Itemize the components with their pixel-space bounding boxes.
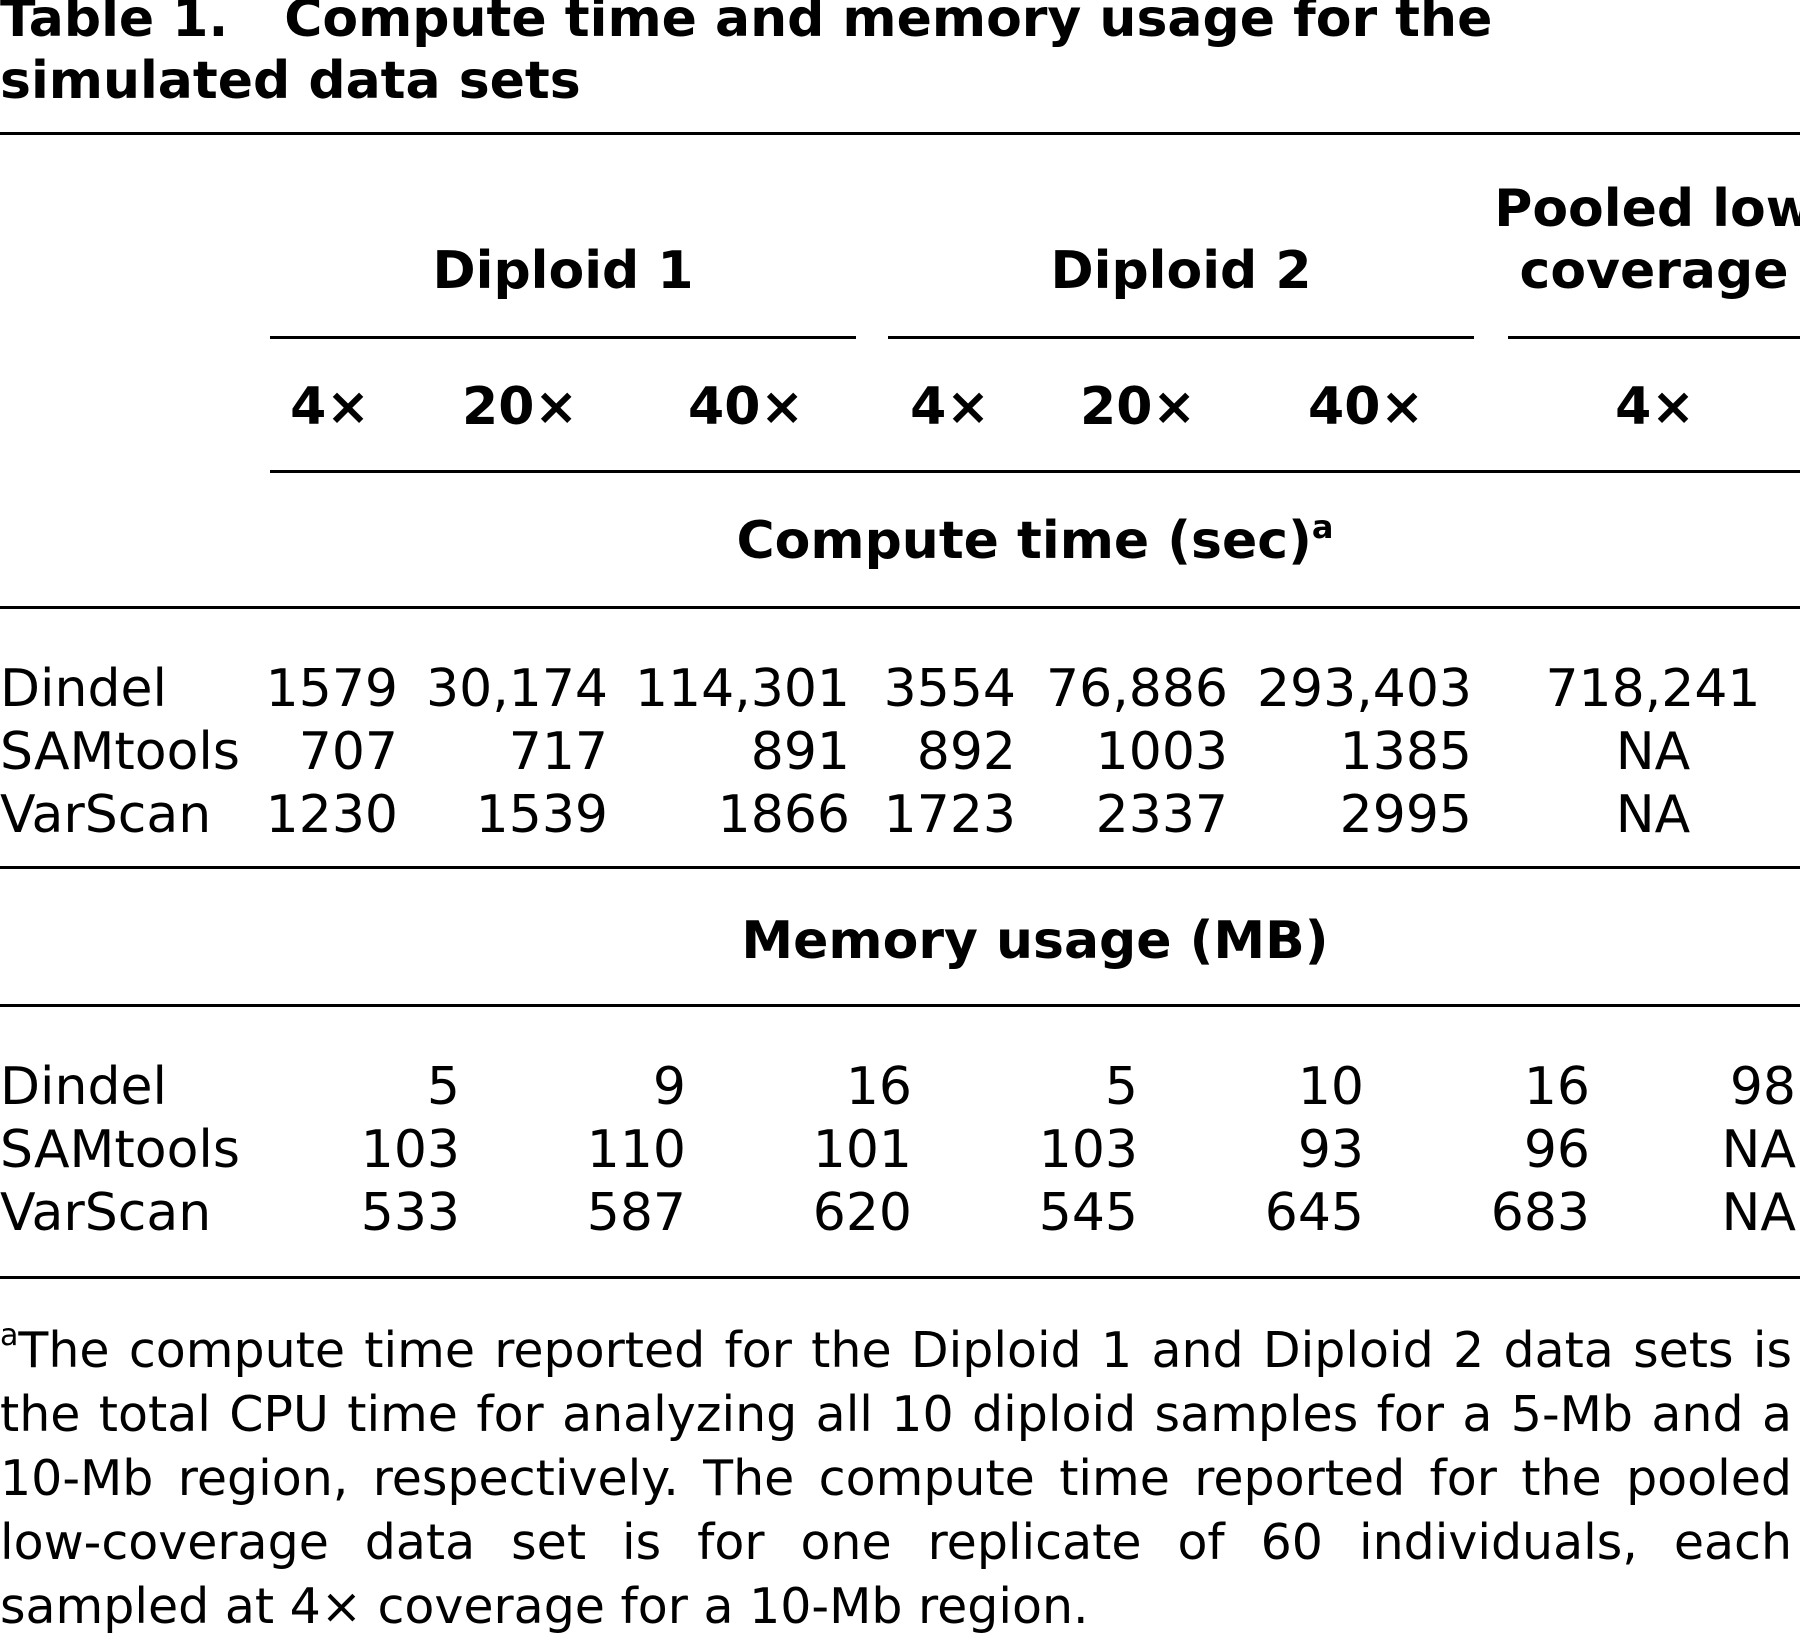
column-header: 40× xyxy=(688,377,804,437)
row-label: Dindel xyxy=(0,659,167,719)
column-header: 20× xyxy=(1080,377,1196,437)
row-label: SAMtools xyxy=(0,1120,240,1180)
table-cell: 891 xyxy=(750,722,850,782)
column-header: 20× xyxy=(462,377,578,437)
column-header: 4× xyxy=(1615,377,1695,437)
table-title: Table 1. Compute time and memory usage fo… xyxy=(0,0,1790,112)
table-cell: 1230 xyxy=(265,785,398,845)
table-cell: 16 xyxy=(845,1057,912,1117)
table-caption: Compute time and memory usage for the si… xyxy=(0,0,1493,111)
table-cell: 110 xyxy=(586,1120,686,1180)
table-cell: 892 xyxy=(916,722,1016,782)
section-separator-rule xyxy=(0,866,1800,869)
table-cell: NA xyxy=(1721,1120,1796,1180)
column-header: 4× xyxy=(910,377,990,437)
bottom-rule xyxy=(0,1276,1800,1279)
table-cell: 717 xyxy=(508,722,608,782)
group-rule-diploid-1 xyxy=(270,336,856,339)
group-header-pooled: Pooled low coverage xyxy=(1494,179,1800,301)
footnote-marker: a xyxy=(0,1318,19,1353)
table-cell: 2995 xyxy=(1339,785,1472,845)
table-cell: 96 xyxy=(1523,1120,1590,1180)
row-label: VarScan xyxy=(0,785,212,845)
table-cell: NA xyxy=(1721,1183,1796,1243)
column-header: 40× xyxy=(1308,377,1424,437)
row-label: VarScan xyxy=(0,1183,212,1243)
table-cell: 93 xyxy=(1297,1120,1364,1180)
table-cell: 5 xyxy=(426,1057,460,1117)
table-cell: 101 xyxy=(812,1120,912,1180)
table-cell: NA xyxy=(1615,722,1691,782)
section-rule-compute-time xyxy=(0,606,1800,609)
group-rule-pooled xyxy=(1508,336,1800,339)
table-cell: NA xyxy=(1615,785,1691,845)
table-cell: 707 xyxy=(298,722,398,782)
table-cell: 30,174 xyxy=(426,659,608,719)
table-cell: 76,886 xyxy=(1046,659,1228,719)
table-cell: 114,301 xyxy=(634,659,850,719)
table-cell: 1539 xyxy=(475,785,608,845)
top-rule xyxy=(0,132,1800,135)
table-cell: 10 xyxy=(1297,1057,1364,1117)
row-label: Dindel xyxy=(0,1057,167,1117)
group-rule-diploid-2 xyxy=(888,336,1474,339)
table-cell: 1579 xyxy=(265,659,398,719)
column-header-rule xyxy=(270,470,1800,473)
footnote-marker: a xyxy=(1311,508,1334,546)
footnote-text: The compute time reported for the Diploi… xyxy=(0,1322,1792,1635)
column-header: 4× xyxy=(290,377,370,437)
section-title-compute-time: Compute time (sec)a xyxy=(736,508,1334,571)
table-cell: 1723 xyxy=(883,785,1016,845)
table-cell: 98 xyxy=(1729,1057,1796,1117)
table-cell: 3554 xyxy=(883,659,1016,719)
table-cell: 16 xyxy=(1523,1057,1590,1117)
table-cell: 545 xyxy=(1038,1183,1138,1243)
table-cell: 5 xyxy=(1104,1057,1138,1117)
section-title-memory-usage: Memory usage (MB) xyxy=(741,911,1329,971)
table-cell: 293,403 xyxy=(1256,659,1472,719)
table-cell: 103 xyxy=(360,1120,460,1180)
table-cell: 1866 xyxy=(717,785,850,845)
table-cell: 587 xyxy=(586,1183,686,1243)
table-cell: 1385 xyxy=(1339,722,1472,782)
table-label: Table 1. xyxy=(0,0,229,49)
table-cell: 9 xyxy=(652,1057,686,1117)
table-cell: 2337 xyxy=(1095,785,1228,845)
table-cell: 683 xyxy=(1490,1183,1590,1243)
table-cell: 1003 xyxy=(1095,722,1228,782)
section-rule-memory-usage xyxy=(0,1004,1800,1007)
group-header-diploid-2: Diploid 2 xyxy=(1050,241,1312,301)
group-header-diploid-1: Diploid 1 xyxy=(432,241,694,301)
table-cell: 645 xyxy=(1264,1183,1364,1243)
table-cell: 620 xyxy=(812,1183,912,1243)
table-cell: 533 xyxy=(360,1183,460,1243)
table-cell: 718,241 xyxy=(1545,659,1761,719)
table-cell: 103 xyxy=(1038,1120,1138,1180)
table-footnote: aThe compute time reported for the Diplo… xyxy=(0,1319,1792,1639)
row-label: SAMtools xyxy=(0,722,240,782)
